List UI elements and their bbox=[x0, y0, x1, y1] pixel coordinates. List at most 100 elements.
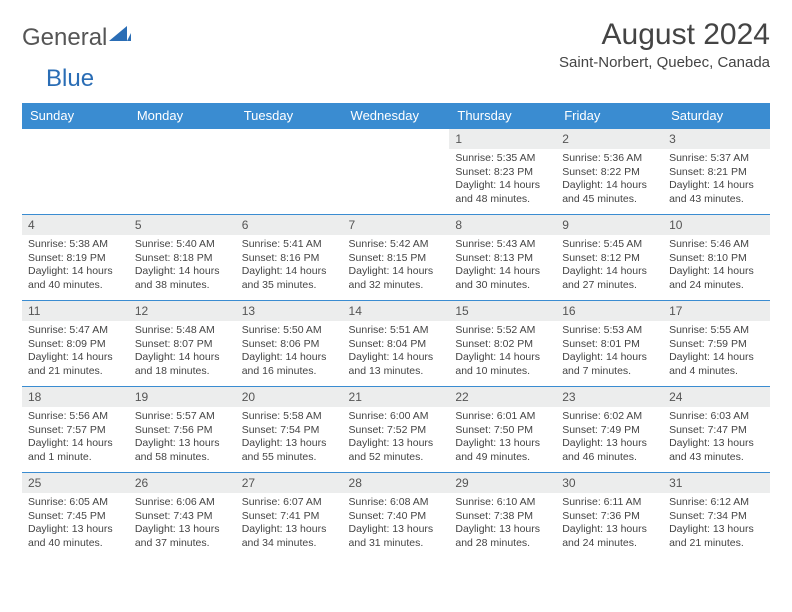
day-number: 31 bbox=[663, 473, 770, 493]
calendar-cell: 25Sunrise: 6:05 AMSunset: 7:45 PMDayligh… bbox=[22, 473, 129, 559]
day-header: Tuesday bbox=[236, 103, 343, 129]
calendar-cell: 4Sunrise: 5:38 AMSunset: 8:19 PMDaylight… bbox=[22, 215, 129, 301]
day-body: Sunrise: 5:37 AMSunset: 8:21 PMDaylight:… bbox=[663, 149, 770, 213]
day-body: Sunrise: 5:55 AMSunset: 7:59 PMDaylight:… bbox=[663, 321, 770, 385]
calendar-thead: SundayMondayTuesdayWednesdayThursdayFrid… bbox=[22, 103, 770, 129]
day-body: Sunrise: 5:41 AMSunset: 8:16 PMDaylight:… bbox=[236, 235, 343, 299]
calendar-cell: 8Sunrise: 5:43 AMSunset: 8:13 PMDaylight… bbox=[449, 215, 556, 301]
day-number: 5 bbox=[129, 215, 236, 235]
calendar-cell: 12Sunrise: 5:48 AMSunset: 8:07 PMDayligh… bbox=[129, 301, 236, 387]
day-body: Sunrise: 5:57 AMSunset: 7:56 PMDaylight:… bbox=[129, 407, 236, 471]
day-number: 14 bbox=[343, 301, 450, 321]
day-number: 3 bbox=[663, 129, 770, 149]
logo-sail-icon bbox=[109, 26, 131, 44]
day-number: 29 bbox=[449, 473, 556, 493]
calendar-cell: 7Sunrise: 5:42 AMSunset: 8:15 PMDaylight… bbox=[343, 215, 450, 301]
day-number: 10 bbox=[663, 215, 770, 235]
day-number: 19 bbox=[129, 387, 236, 407]
day-number: 15 bbox=[449, 301, 556, 321]
calendar-cell: 19Sunrise: 5:57 AMSunset: 7:56 PMDayligh… bbox=[129, 387, 236, 473]
page-header: General August 2024 Saint-Norbert, Quebe… bbox=[22, 18, 770, 71]
day-body: Sunrise: 5:53 AMSunset: 8:01 PMDaylight:… bbox=[556, 321, 663, 385]
day-header: Saturday bbox=[663, 103, 770, 129]
day-number: 6 bbox=[236, 215, 343, 235]
day-body: Sunrise: 5:42 AMSunset: 8:15 PMDaylight:… bbox=[343, 235, 450, 299]
day-body: Sunrise: 5:38 AMSunset: 8:19 PMDaylight:… bbox=[22, 235, 129, 299]
day-body: Sunrise: 5:51 AMSunset: 8:04 PMDaylight:… bbox=[343, 321, 450, 385]
day-number: 30 bbox=[556, 473, 663, 493]
day-number: 16 bbox=[556, 301, 663, 321]
calendar-week-row: 4Sunrise: 5:38 AMSunset: 8:19 PMDaylight… bbox=[22, 215, 770, 301]
calendar-cell: . bbox=[129, 129, 236, 215]
calendar-cell: 18Sunrise: 5:56 AMSunset: 7:57 PMDayligh… bbox=[22, 387, 129, 473]
day-body: Sunrise: 5:46 AMSunset: 8:10 PMDaylight:… bbox=[663, 235, 770, 299]
calendar-cell: 23Sunrise: 6:02 AMSunset: 7:49 PMDayligh… bbox=[556, 387, 663, 473]
calendar-table: SundayMondayTuesdayWednesdayThursdayFrid… bbox=[22, 103, 770, 559]
day-body: Sunrise: 6:12 AMSunset: 7:34 PMDaylight:… bbox=[663, 493, 770, 557]
day-number: 11 bbox=[22, 301, 129, 321]
day-body: Sunrise: 5:48 AMSunset: 8:07 PMDaylight:… bbox=[129, 321, 236, 385]
day-body: Sunrise: 5:36 AMSunset: 8:22 PMDaylight:… bbox=[556, 149, 663, 213]
calendar-week-row: 25Sunrise: 6:05 AMSunset: 7:45 PMDayligh… bbox=[22, 473, 770, 559]
day-body: Sunrise: 6:03 AMSunset: 7:47 PMDaylight:… bbox=[663, 407, 770, 471]
day-header: Friday bbox=[556, 103, 663, 129]
day-body: Sunrise: 6:11 AMSunset: 7:36 PMDaylight:… bbox=[556, 493, 663, 557]
day-body: Sunrise: 5:56 AMSunset: 7:57 PMDaylight:… bbox=[22, 407, 129, 471]
day-body: Sunrise: 5:40 AMSunset: 8:18 PMDaylight:… bbox=[129, 235, 236, 299]
day-number: 28 bbox=[343, 473, 450, 493]
day-header-row: SundayMondayTuesdayWednesdayThursdayFrid… bbox=[22, 103, 770, 129]
day-body: Sunrise: 5:50 AMSunset: 8:06 PMDaylight:… bbox=[236, 321, 343, 385]
calendar-cell: 20Sunrise: 5:58 AMSunset: 7:54 PMDayligh… bbox=[236, 387, 343, 473]
day-header: Sunday bbox=[22, 103, 129, 129]
day-number: 8 bbox=[449, 215, 556, 235]
day-body: Sunrise: 5:58 AMSunset: 7:54 PMDaylight:… bbox=[236, 407, 343, 471]
day-number: 21 bbox=[343, 387, 450, 407]
calendar-cell: . bbox=[22, 129, 129, 215]
calendar-cell: 28Sunrise: 6:08 AMSunset: 7:40 PMDayligh… bbox=[343, 473, 450, 559]
calendar-cell: 30Sunrise: 6:11 AMSunset: 7:36 PMDayligh… bbox=[556, 473, 663, 559]
day-header: Wednesday bbox=[343, 103, 450, 129]
day-body: Sunrise: 6:07 AMSunset: 7:41 PMDaylight:… bbox=[236, 493, 343, 557]
calendar-cell: 10Sunrise: 5:46 AMSunset: 8:10 PMDayligh… bbox=[663, 215, 770, 301]
calendar-cell: 3Sunrise: 5:37 AMSunset: 8:21 PMDaylight… bbox=[663, 129, 770, 215]
calendar-cell: 11Sunrise: 5:47 AMSunset: 8:09 PMDayligh… bbox=[22, 301, 129, 387]
page-title: August 2024 bbox=[559, 18, 770, 52]
day-number: 20 bbox=[236, 387, 343, 407]
calendar-cell: 14Sunrise: 5:51 AMSunset: 8:04 PMDayligh… bbox=[343, 301, 450, 387]
calendar-cell: 5Sunrise: 5:40 AMSunset: 8:18 PMDaylight… bbox=[129, 215, 236, 301]
calendar-cell: 2Sunrise: 5:36 AMSunset: 8:22 PMDaylight… bbox=[556, 129, 663, 215]
logo-word-1: General bbox=[22, 24, 107, 52]
calendar-cell: 24Sunrise: 6:03 AMSunset: 7:47 PMDayligh… bbox=[663, 387, 770, 473]
calendar-cell: 27Sunrise: 6:07 AMSunset: 7:41 PMDayligh… bbox=[236, 473, 343, 559]
day-number: 7 bbox=[343, 215, 450, 235]
day-body: Sunrise: 6:06 AMSunset: 7:43 PMDaylight:… bbox=[129, 493, 236, 557]
day-number: 24 bbox=[663, 387, 770, 407]
day-number: 4 bbox=[22, 215, 129, 235]
day-number: 2 bbox=[556, 129, 663, 149]
day-number: 18 bbox=[22, 387, 129, 407]
day-number: 9 bbox=[556, 215, 663, 235]
day-body: Sunrise: 6:10 AMSunset: 7:38 PMDaylight:… bbox=[449, 493, 556, 557]
calendar-cell: 16Sunrise: 5:53 AMSunset: 8:01 PMDayligh… bbox=[556, 301, 663, 387]
calendar-page: General August 2024 Saint-Norbert, Quebe… bbox=[0, 0, 792, 577]
calendar-cell: 22Sunrise: 6:01 AMSunset: 7:50 PMDayligh… bbox=[449, 387, 556, 473]
day-number: 26 bbox=[129, 473, 236, 493]
calendar-cell: 9Sunrise: 5:45 AMSunset: 8:12 PMDaylight… bbox=[556, 215, 663, 301]
calendar-cell: 13Sunrise: 5:50 AMSunset: 8:06 PMDayligh… bbox=[236, 301, 343, 387]
day-body: Sunrise: 6:02 AMSunset: 7:49 PMDaylight:… bbox=[556, 407, 663, 471]
calendar-cell: 15Sunrise: 5:52 AMSunset: 8:02 PMDayligh… bbox=[449, 301, 556, 387]
calendar-week-row: ....1Sunrise: 5:35 AMSunset: 8:23 PMDayl… bbox=[22, 129, 770, 215]
day-number: 25 bbox=[22, 473, 129, 493]
logo-word-2: Blue bbox=[46, 65, 94, 92]
day-number: 17 bbox=[663, 301, 770, 321]
calendar-week-row: 11Sunrise: 5:47 AMSunset: 8:09 PMDayligh… bbox=[22, 301, 770, 387]
day-header: Thursday bbox=[449, 103, 556, 129]
calendar-cell: 29Sunrise: 6:10 AMSunset: 7:38 PMDayligh… bbox=[449, 473, 556, 559]
day-body: Sunrise: 5:47 AMSunset: 8:09 PMDaylight:… bbox=[22, 321, 129, 385]
logo: General bbox=[22, 18, 131, 52]
day-number: 22 bbox=[449, 387, 556, 407]
calendar-cell: . bbox=[236, 129, 343, 215]
day-number: 23 bbox=[556, 387, 663, 407]
calendar-cell: 31Sunrise: 6:12 AMSunset: 7:34 PMDayligh… bbox=[663, 473, 770, 559]
calendar-cell: 6Sunrise: 5:41 AMSunset: 8:16 PMDaylight… bbox=[236, 215, 343, 301]
